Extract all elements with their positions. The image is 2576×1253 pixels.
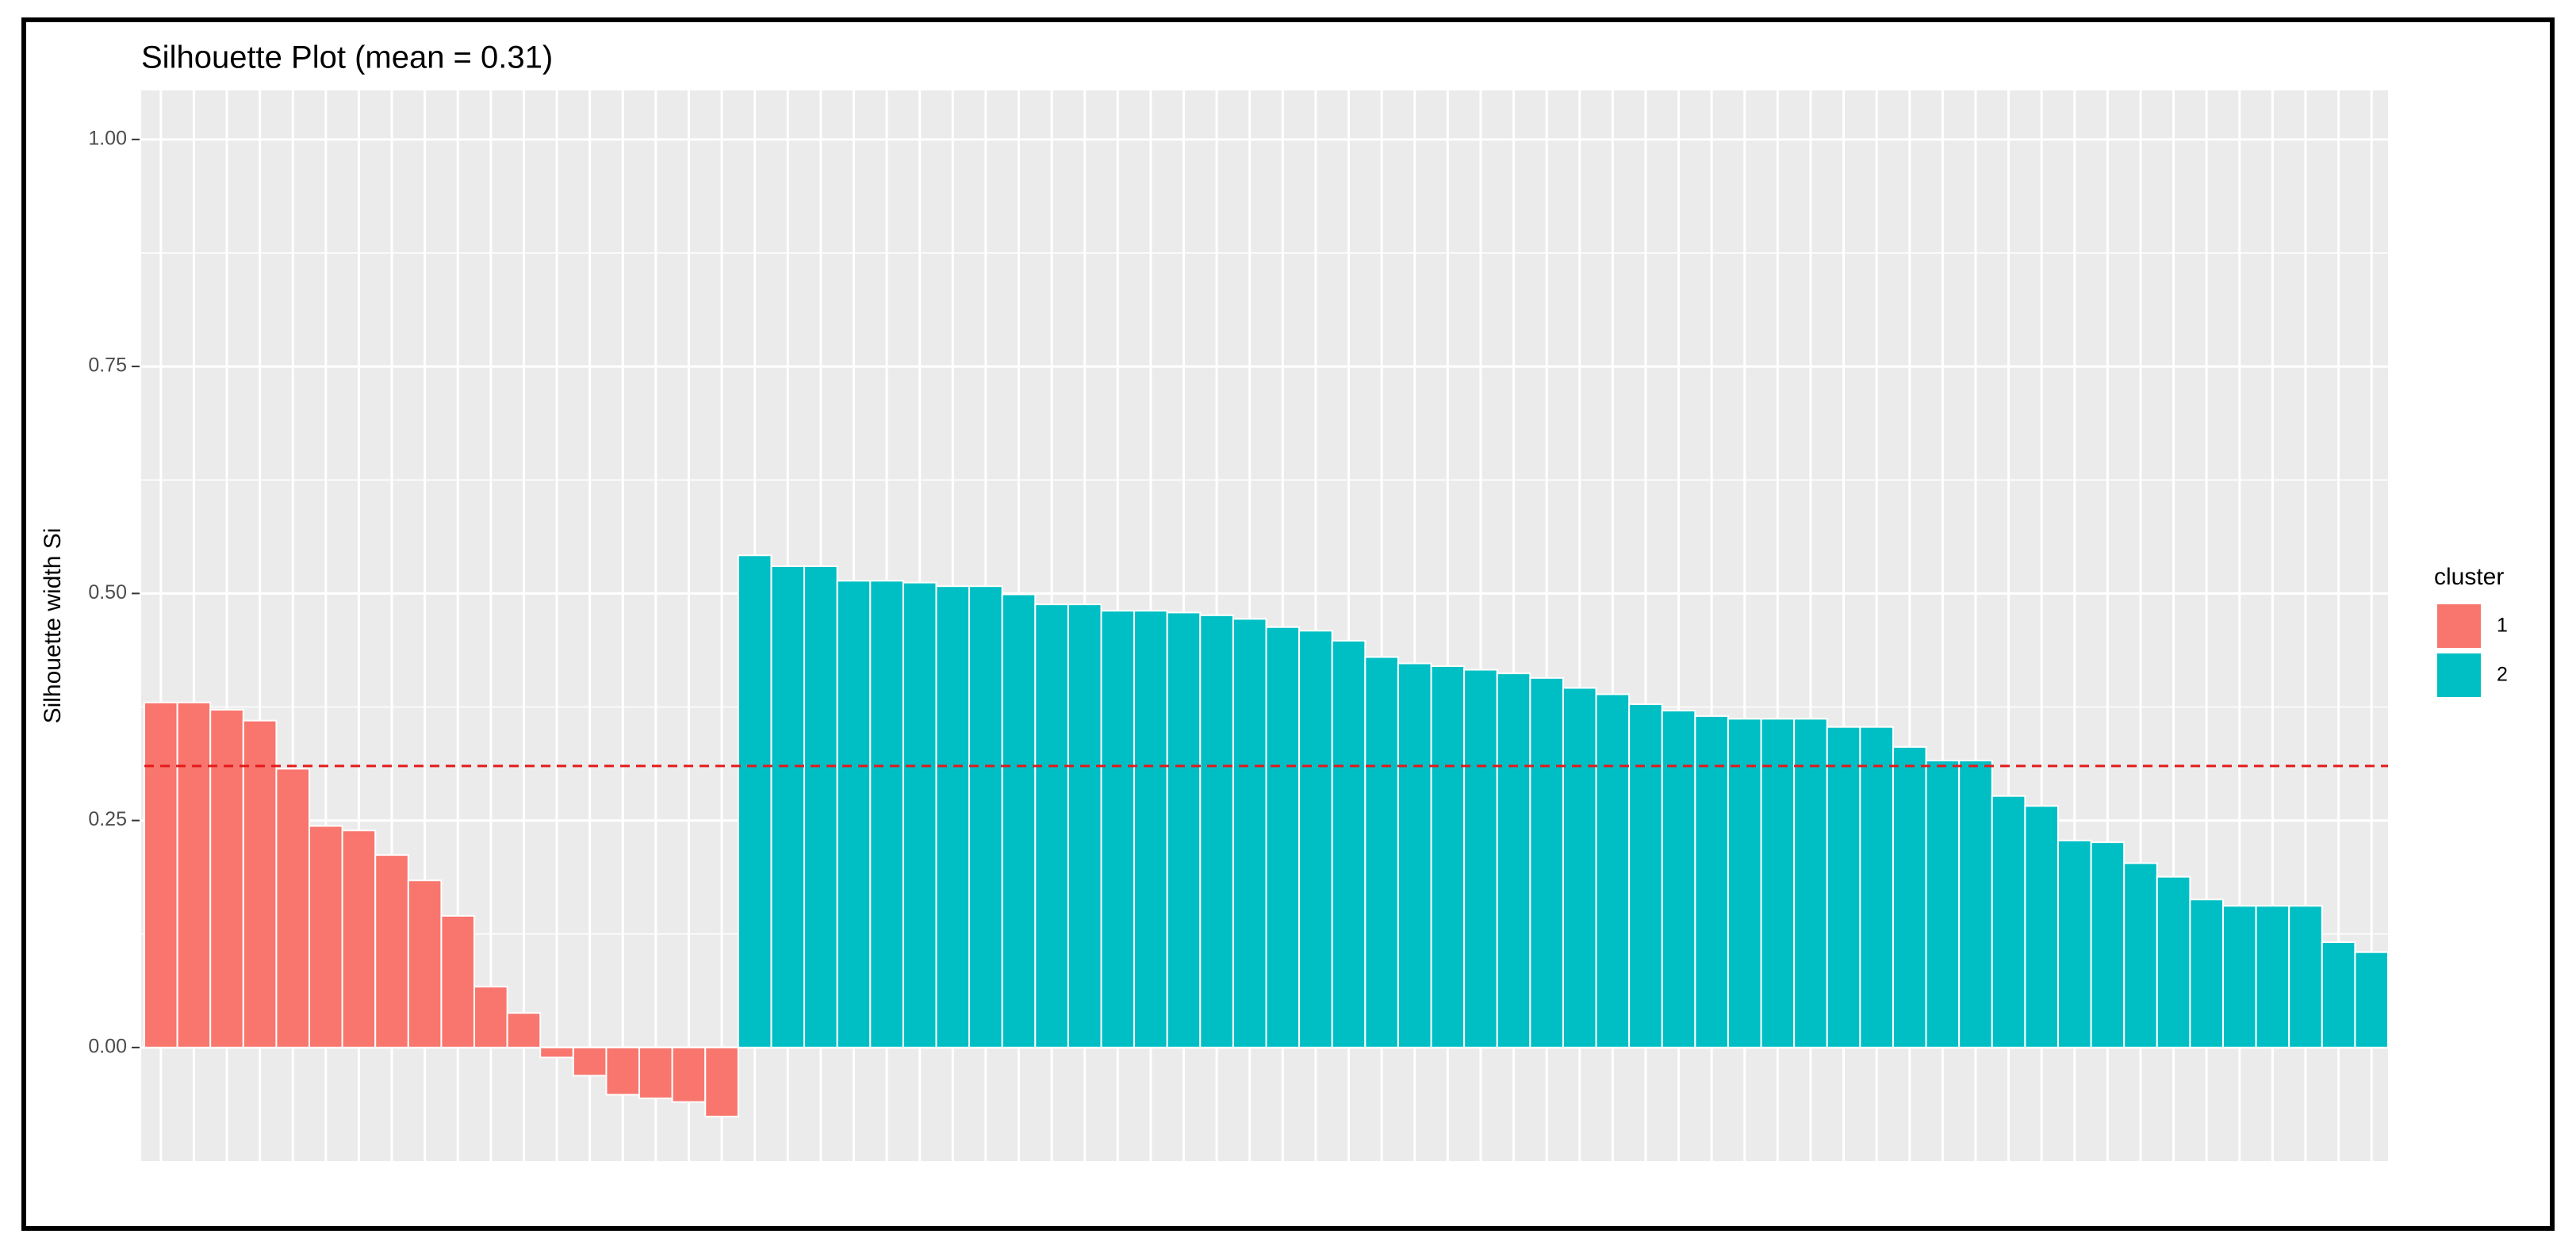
bar — [2156, 876, 2191, 1048]
bar — [2090, 841, 2126, 1048]
bar — [407, 879, 443, 1048]
bar — [2024, 805, 2059, 1048]
bar — [1496, 672, 1531, 1048]
bar — [2321, 941, 2356, 1048]
bar — [539, 1046, 574, 1059]
bar — [1199, 614, 1234, 1048]
bar — [1595, 693, 1631, 1048]
bar — [341, 830, 377, 1048]
bar — [869, 580, 904, 1048]
bar — [1661, 710, 1696, 1048]
legend-label: 2 — [2497, 664, 2508, 686]
bar — [1100, 610, 1136, 1048]
bar — [242, 719, 278, 1048]
bar — [836, 580, 872, 1048]
bar — [1067, 604, 1102, 1048]
bar — [144, 701, 178, 1048]
bar — [209, 708, 244, 1048]
bar — [1331, 639, 1367, 1048]
legend-key — [2437, 653, 2481, 697]
bar — [737, 554, 772, 1048]
bar — [2255, 905, 2290, 1048]
bar — [1364, 656, 1399, 1048]
bar — [2354, 951, 2389, 1048]
bar — [1430, 665, 1466, 1048]
bar — [275, 768, 311, 1048]
bar — [572, 1046, 608, 1077]
bar — [1034, 604, 1069, 1048]
bar — [1133, 610, 1168, 1048]
bar — [1397, 662, 1432, 1048]
bar — [1232, 618, 1267, 1048]
bar — [309, 825, 343, 1048]
bar — [1727, 718, 1762, 1048]
bar — [374, 854, 409, 1048]
bar — [1463, 669, 1498, 1048]
legend-key — [2437, 604, 2481, 648]
legend-title: cluster — [2434, 564, 2504, 590]
bar — [1793, 718, 1828, 1048]
y-tick-label: 0.25 — [88, 808, 127, 830]
bar — [1265, 626, 1301, 1048]
y-axis-label: Silhouette width Si — [40, 528, 66, 724]
bar — [1529, 676, 1564, 1048]
bar — [1562, 687, 1597, 1048]
bar — [1925, 760, 1961, 1048]
bar — [1826, 726, 1861, 1048]
bar — [671, 1046, 707, 1103]
bar — [473, 986, 508, 1048]
bar — [506, 1012, 542, 1048]
bar — [2221, 905, 2257, 1048]
y-tick-label: 0.75 — [88, 354, 127, 377]
bar — [1001, 593, 1037, 1048]
bar — [1892, 745, 1927, 1048]
bar — [2123, 862, 2158, 1048]
bar — [1958, 760, 1993, 1048]
bar — [440, 914, 476, 1048]
bar — [1628, 703, 1663, 1048]
bar — [2057, 839, 2092, 1048]
y-tick-label: 0.50 — [88, 581, 127, 604]
bar — [605, 1046, 641, 1096]
bar — [1166, 611, 1202, 1048]
bar — [803, 565, 838, 1048]
bar — [704, 1046, 739, 1117]
bar — [2189, 899, 2224, 1048]
bar — [770, 565, 806, 1048]
y-tick-label: 0.00 — [88, 1035, 127, 1057]
bar — [902, 581, 937, 1048]
bar — [2288, 905, 2323, 1048]
bar — [968, 585, 1003, 1048]
chart-title: Silhouette Plot (mean = 0.31) — [141, 40, 553, 75]
bar — [638, 1046, 673, 1099]
legend-label: 1 — [2497, 615, 2508, 637]
bar — [1760, 718, 1796, 1048]
y-tick-label: 1.00 — [88, 127, 127, 149]
bar — [1694, 715, 1729, 1048]
bar — [1859, 726, 1894, 1048]
bar — [1298, 630, 1333, 1048]
bar — [176, 701, 212, 1048]
bar — [1991, 795, 2026, 1048]
bar — [935, 585, 971, 1048]
